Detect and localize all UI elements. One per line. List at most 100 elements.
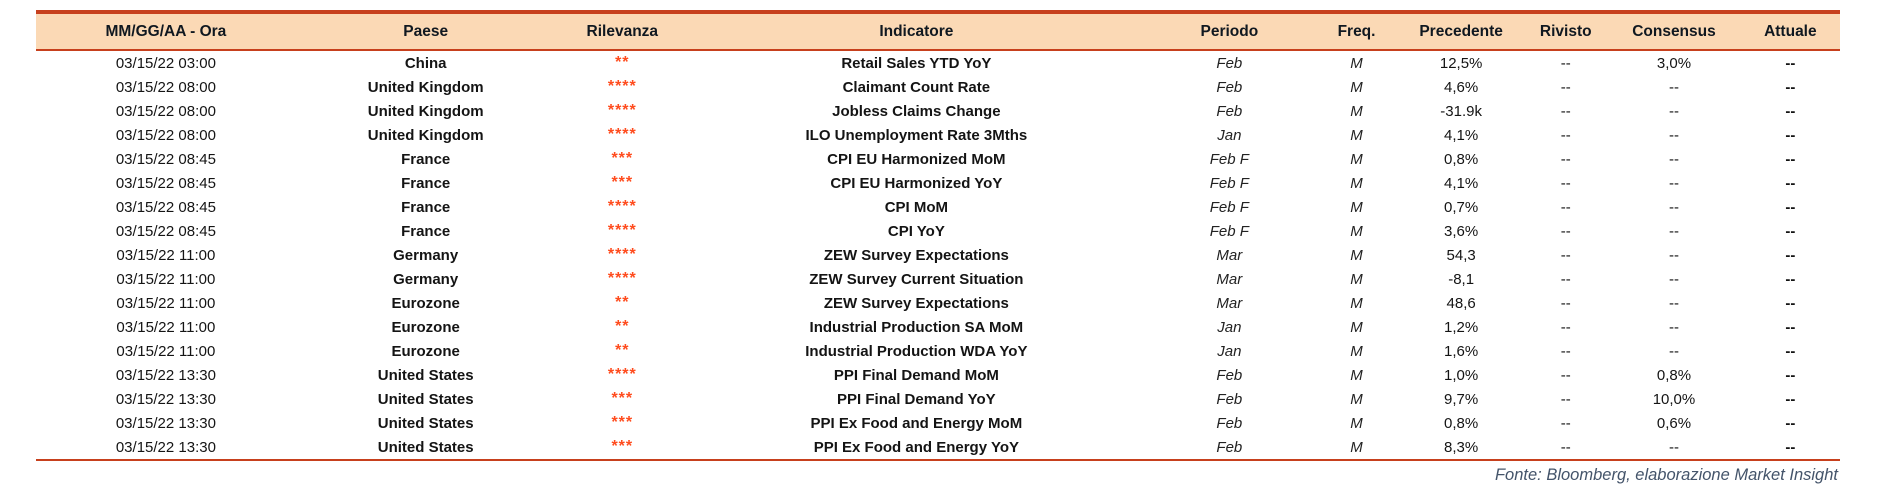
cell-indicator: PPI Ex Food and Energy YoY	[813, 438, 1020, 456]
cell-datetime: 03/15/22 11:00	[116, 270, 216, 288]
cell-indicator: PPI Final Demand YoY	[837, 390, 996, 408]
cell-indicator: ZEW Survey Expectations	[823, 246, 1009, 264]
cell-previous: 1,6%	[1444, 342, 1479, 360]
cell-datetime: 03/15/22 13:30	[115, 366, 216, 384]
cell-previous: -31.9k	[1440, 102, 1482, 120]
cell-revised: --	[1560, 270, 1571, 288]
cell-relevance: ****	[607, 366, 637, 383]
cell-actual: --	[1785, 366, 1796, 384]
cell-relevance: ****	[607, 270, 637, 287]
cell-actual: --	[1785, 198, 1796, 216]
cell-consensus: --	[1668, 246, 1679, 264]
column-header-previous: Precedente	[1419, 23, 1503, 40]
cell-freq: M	[1350, 318, 1363, 336]
cell-consensus: --	[1668, 438, 1679, 456]
cell-previous: 9,7%	[1444, 390, 1479, 408]
cell-freq: M	[1350, 366, 1363, 384]
cell-datetime: 03/15/22 11:00	[116, 318, 216, 336]
cell-relevance: ***	[611, 438, 634, 455]
column-header-revised: Rivisto	[1539, 23, 1592, 40]
cell-period: Feb F	[1209, 222, 1249, 240]
cell-actual: --	[1785, 318, 1796, 336]
cell-previous: 0,8%	[1444, 414, 1479, 432]
cell-revised: --	[1560, 54, 1571, 72]
cell-relevance: ****	[607, 222, 637, 239]
cell-previous: 1,0%	[1444, 366, 1479, 384]
cell-period: Feb	[1216, 366, 1243, 384]
cell-actual: --	[1785, 438, 1796, 456]
cell-relevance: **	[615, 294, 630, 311]
cell-revised: --	[1560, 438, 1571, 456]
cell-indicator: PPI Ex Food and Energy MoM	[810, 414, 1023, 432]
cell-indicator: ILO Unemployment Rate 3Mths	[805, 126, 1028, 144]
cell-actual: --	[1785, 342, 1796, 360]
cell-country: Eurozone	[391, 294, 460, 312]
cell-datetime: 03/15/22 11:00	[116, 246, 216, 264]
cell-period: Jan	[1217, 342, 1242, 360]
table-row: 03/15/22 08:45 France **** CPI YoY Feb F M 3,6…	[36, 219, 1840, 243]
cell-revised: --	[1560, 366, 1571, 384]
cell-indicator: CPI MoM	[884, 198, 949, 216]
column-header-datetime: MM/GG/AA - Ora	[105, 23, 227, 40]
cell-consensus: --	[1668, 222, 1679, 240]
cell-actual: --	[1785, 294, 1796, 312]
cell-relevance: ****	[607, 198, 637, 215]
cell-country: United States	[377, 390, 474, 408]
column-header-consensus: Consensus	[1632, 23, 1716, 40]
cell-indicator: ZEW Survey Expectations	[823, 294, 1009, 312]
cell-actual: --	[1785, 78, 1796, 96]
cell-datetime: 03/15/22 08:00	[115, 102, 216, 120]
cell-period: Feb	[1216, 78, 1243, 96]
cell-revised: --	[1560, 78, 1571, 96]
cell-indicator: Industrial Production SA MoM	[809, 318, 1024, 336]
cell-actual: --	[1785, 150, 1796, 168]
cell-freq: M	[1350, 414, 1363, 432]
cell-previous: 3,6%	[1444, 222, 1479, 240]
cell-datetime: 03/15/22 08:45	[115, 198, 216, 216]
cell-previous: 48,6	[1446, 294, 1476, 312]
cell-datetime: 03/15/22 03:00	[115, 54, 216, 72]
cell-period: Feb	[1216, 54, 1243, 72]
cell-country: France	[401, 174, 451, 192]
cell-relevance: **	[615, 318, 630, 335]
table-row: 03/15/22 08:00 United Kingdom **** Claimant…	[36, 75, 1840, 99]
cell-freq: M	[1350, 390, 1363, 408]
cell-freq: M	[1350, 246, 1363, 264]
column-header-period: Periodo	[1200, 23, 1259, 40]
cell-revised: --	[1560, 246, 1571, 264]
cell-indicator: Jobless Claims Change	[832, 102, 1001, 120]
table-row: 03/15/22 08:45 France **** CPI MoM Feb F M 0,7…	[36, 195, 1840, 219]
cell-freq: M	[1350, 198, 1363, 216]
cell-indicator: CPI YoY	[887, 222, 945, 240]
cell-country: United States	[377, 438, 474, 456]
cell-period: Mar	[1216, 270, 1243, 288]
cell-consensus: --	[1668, 198, 1679, 216]
cell-country: France	[401, 150, 451, 168]
cell-actual: --	[1785, 246, 1796, 264]
cell-freq: M	[1350, 270, 1363, 288]
cell-datetime: 03/15/22 08:45	[115, 174, 216, 192]
cell-consensus: --	[1668, 102, 1679, 120]
table-row: 03/15/22 13:30 United States *** PPI Ex Foo…	[36, 435, 1840, 460]
cell-country: Germany	[393, 246, 459, 264]
cell-revised: --	[1560, 126, 1571, 144]
cell-relevance: ***	[611, 414, 634, 431]
cell-consensus: --	[1668, 294, 1679, 312]
table-row: 03/15/22 08:45 France *** CPI EU Harmonized…	[36, 171, 1840, 195]
cell-country: Eurozone	[391, 342, 460, 360]
cell-actual: --	[1785, 126, 1796, 144]
cell-relevance: ***	[611, 150, 634, 167]
table-row: 03/15/22 11:00 Germany **** ZEW Survey Curr…	[36, 267, 1840, 291]
cell-period: Feb	[1216, 390, 1243, 408]
cell-freq: M	[1350, 54, 1363, 72]
cell-country: United States	[377, 414, 474, 432]
cell-freq: M	[1350, 438, 1363, 456]
cell-period: Feb	[1216, 414, 1243, 432]
table-row: 03/15/22 08:00 United Kingdom **** ILO Unem…	[36, 123, 1840, 147]
cell-actual: --	[1785, 102, 1796, 120]
cell-previous: 4,6%	[1444, 78, 1479, 96]
cell-country: United Kingdom	[367, 78, 484, 96]
cell-country: United Kingdom	[367, 102, 484, 120]
cell-previous: 0,7%	[1444, 198, 1479, 216]
